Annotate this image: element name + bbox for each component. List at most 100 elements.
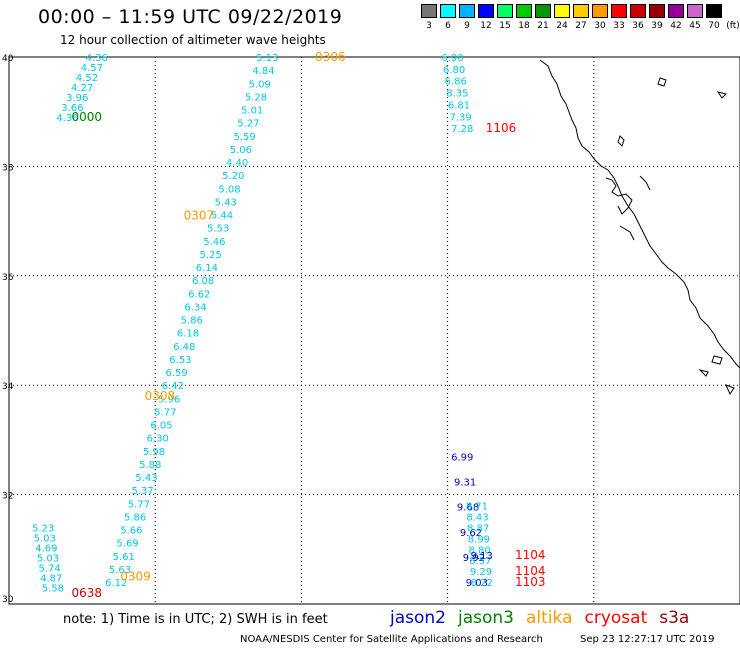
satellite-legend: jason2 jason3 altika cryosat s3a: [390, 608, 701, 628]
wave-height-label: 5.86: [124, 512, 146, 523]
colorbar-tick-label: 18: [518, 21, 530, 31]
colorbar-swatch: [687, 4, 703, 18]
legend-item-jason3: jason3: [458, 608, 514, 628]
wave-height-label: 5.58: [42, 584, 64, 595]
wave-height-label: 5.09: [249, 79, 271, 90]
coastline: [539, 59, 740, 369]
wave-height-label: 9.68: [457, 503, 479, 514]
wave-height-label: 8.71: [466, 502, 488, 513]
legend-item-altika: altika: [526, 608, 573, 628]
wave-height-label: 7.39: [449, 112, 471, 123]
colorbar-swatch: [630, 4, 646, 18]
wave-height-label: 5.86: [181, 316, 203, 327]
wave-height-label: 5.77: [154, 407, 176, 418]
wave-height-label: 3.96: [66, 93, 88, 104]
pass-time-label: 1103: [515, 575, 546, 589]
island-1: [657, 77, 667, 87]
pass-time-label: 1104: [515, 548, 546, 562]
wave-height-label: 6.30: [147, 434, 169, 445]
wave-height-label: 9.62: [460, 528, 482, 539]
wave-height-label: 6.42: [162, 381, 184, 392]
wave-height-label: 8.22: [471, 578, 493, 589]
lat-tick-label: 34: [2, 382, 14, 392]
pass-time-label: 0309: [120, 570, 151, 584]
wave-height-label: 5.43: [135, 473, 157, 484]
lat-tick-label: 32: [2, 492, 13, 502]
coastline-bay: [605, 175, 651, 241]
wave-height-label: 6.48: [173, 342, 195, 353]
wave-height-label: 6.53: [169, 355, 191, 366]
wave-height-label: 6.59: [166, 368, 188, 379]
colorbar-tick-label: 33: [613, 21, 625, 31]
colorbar-tick-label: 21: [537, 21, 549, 31]
legend-item-jason2: jason2: [390, 608, 446, 628]
wave-height-label: 5.69: [116, 539, 138, 550]
wave-height-label: 8.57: [469, 556, 491, 567]
wave-height-label: 6.05: [150, 421, 172, 432]
wave-height-label: 8.87: [467, 523, 489, 534]
lat-tick-label: 40: [2, 54, 14, 64]
legend-item-cryosat: cryosat: [584, 608, 648, 628]
colorbar-tick-label: 39: [651, 21, 663, 31]
wave-height-label: 5.25: [200, 250, 222, 261]
colorbar-tick-label: 30: [594, 21, 606, 31]
colorbar-tick-label: 42: [670, 21, 682, 31]
wave-height-label: 5.53: [207, 224, 229, 235]
colorbar-tick-label: 12: [480, 21, 492, 31]
wave-height-label: 5.27: [237, 119, 259, 130]
colorbar-swatch: [516, 4, 532, 18]
colorbar-swatch: [649, 4, 665, 18]
colorbar-tick-label: 9: [464, 21, 470, 31]
wave-height-label: 5.43: [215, 197, 237, 208]
map-subtitle: 12 hour collection of altimeter wave hei…: [60, 33, 326, 47]
wave-height-label: 5.06: [230, 145, 252, 156]
pass-time-label: 0308: [145, 389, 176, 403]
colorbar-tick-label: 70: [708, 21, 720, 31]
wave-height-label: 6.18: [177, 329, 199, 340]
wave-height-label: 5.46: [203, 237, 225, 248]
units-note: note: 1) Time is in UTC; 2) SWH is in fe…: [63, 612, 328, 627]
wave-height-label: 5.88: [139, 460, 161, 471]
pass-time-label: 0000: [71, 110, 102, 124]
wave-height-label: 5.98: [143, 447, 165, 458]
wave-height-label: 5.63: [109, 565, 131, 576]
wave-height-label: 5.37: [132, 486, 154, 497]
wave-height-label: 5.20: [222, 171, 244, 182]
island-2: [711, 355, 723, 365]
colorbar-swatch: [573, 4, 589, 18]
legend-item-s3a: s3a: [659, 608, 690, 628]
wave-height-map: -135-132-129-126-123-120403836343230 4.3…: [2, 50, 740, 605]
wave-height-label: 5.03: [34, 533, 56, 544]
wave-height-label: 5.66: [120, 526, 142, 537]
wave-height-label: 5.23: [32, 523, 54, 534]
wave-height-label: 6.81: [448, 100, 470, 111]
wave-height-label: 4.84: [252, 66, 274, 77]
footer-credit: NOAA/NESDIS Center for Satellite Applica…: [240, 634, 543, 645]
wave-height-label: 4.69: [35, 543, 57, 554]
wave-height-label: 5.61: [113, 552, 135, 563]
wave-height-label: 5.13: [256, 53, 278, 64]
wave-height-label: 5.03: [37, 554, 59, 565]
island-5: [716, 91, 727, 99]
map-gridlines: [9, 57, 740, 604]
colorbar-swatch: [421, 4, 437, 18]
footer-timestamp: Sep 23 12:27:17 UTC 2019: [580, 634, 715, 645]
colorbar-swatch: [554, 4, 570, 18]
wave-height-label: 9.31: [454, 477, 476, 488]
wave-height-label: 6.08: [192, 276, 214, 287]
wave-height-label: 5.77: [128, 499, 150, 510]
map-title: 00:00 – 11:59 UTC 09/22/2019: [38, 6, 343, 28]
wave-height-label: 3.66: [61, 103, 83, 114]
wave-height-label: 5.74: [38, 564, 60, 575]
lat-tick-label: 38: [2, 163, 14, 173]
colorbar-swatch: [611, 4, 627, 18]
colorbar-swatch: [478, 4, 494, 18]
wave-height-label: 4.40: [226, 158, 248, 169]
altimeter-tracks: 4.364.574.524.273.963.664.365.134.845.09…: [32, 53, 493, 595]
pass-time-label: 0638: [71, 586, 102, 600]
wave-height-label: 5.08: [218, 184, 240, 195]
wave-height-label: 5.59: [233, 132, 255, 143]
wave-height-label: 4.52: [76, 73, 98, 84]
lat-tick-label: 30: [2, 595, 14, 605]
